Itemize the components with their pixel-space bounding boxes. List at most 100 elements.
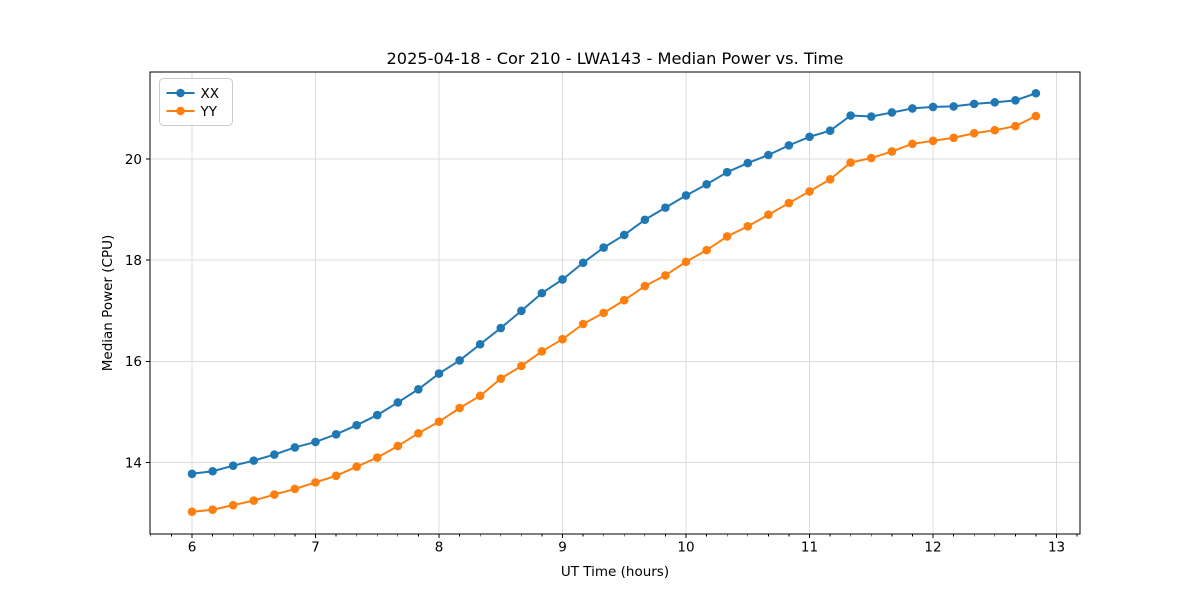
data-point: [372, 453, 382, 462]
data-series: [187, 88, 1041, 517]
data-point: [517, 306, 526, 316]
data-point: [928, 136, 938, 146]
y-tick-label: 20: [125, 152, 142, 168]
data-point: [805, 187, 814, 196]
x-tick-label: 13: [1048, 540, 1065, 556]
data-point: [681, 191, 691, 200]
data-point: [393, 441, 403, 451]
data-point: [784, 198, 794, 208]
y-tick-label: 14: [125, 455, 142, 471]
data-point: [702, 245, 711, 255]
data-point: [661, 203, 670, 212]
y-tick-label: 16: [125, 354, 142, 370]
data-point: [187, 507, 197, 517]
data-point: [290, 443, 300, 452]
data-point: [619, 230, 629, 240]
data-point: [825, 126, 835, 135]
legend-box: [159, 78, 233, 126]
x-tick-label: 10: [677, 540, 694, 556]
data-point: [990, 98, 1000, 107]
legend: XX YY: [159, 78, 233, 126]
data-point: [722, 167, 732, 177]
data-point: [558, 334, 567, 344]
data-point: [496, 374, 506, 383]
data-point: [455, 403, 464, 413]
data-point: [414, 429, 423, 438]
series-line: [190, 115, 1037, 513]
axis-ticks: [146, 158, 1078, 538]
plot-frame: [149, 71, 1081, 535]
data-point: [393, 398, 403, 407]
data-point: [496, 323, 506, 333]
data-point: [208, 466, 217, 476]
data-point: [949, 133, 958, 143]
legend-label: XX: [201, 86, 220, 102]
data-point: [1031, 111, 1041, 121]
data-point: [846, 158, 855, 167]
data-point: [599, 308, 608, 318]
data-point: [640, 281, 650, 291]
x-axis-label: UT Time (hours): [561, 564, 669, 580]
data-point: [1011, 96, 1020, 105]
data-point: [599, 243, 608, 252]
data-point: [743, 158, 753, 168]
data-point: [434, 417, 444, 426]
data-point: [969, 128, 979, 138]
data-point: [311, 478, 320, 487]
data-point: [311, 437, 320, 447]
tick-labels: 6 7 8 9 10 11 12 13 14 16 18 20: [125, 152, 1065, 556]
data-point: [475, 339, 485, 349]
data-point: [743, 222, 753, 231]
data-point: [764, 210, 773, 219]
series-yy: [187, 111, 1041, 517]
data-point: [537, 288, 547, 298]
data-point: [764, 150, 773, 160]
x-tick-label: 9: [558, 540, 567, 556]
data-point: [187, 469, 197, 479]
data-point: [475, 391, 485, 401]
data-point: [805, 132, 814, 142]
data-point: [722, 232, 732, 241]
data-point: [1011, 121, 1020, 131]
x-tick-label: 12: [924, 540, 941, 556]
data-point: [270, 450, 279, 459]
data-point: [414, 384, 423, 394]
data-point: [331, 471, 341, 481]
data-point: [228, 500, 238, 510]
data-point: [784, 141, 794, 150]
data-point: [352, 462, 361, 471]
data-point: [331, 430, 341, 439]
data-point: [640, 215, 650, 225]
x-tick-label: 8: [435, 540, 444, 556]
data-point: [249, 496, 259, 505]
data-point: [517, 361, 526, 371]
legend-label: YY: [200, 104, 218, 120]
data-point: [249, 456, 259, 465]
gridlines: [150, 72, 1080, 534]
data-point: [619, 295, 629, 305]
data-point: [661, 271, 670, 280]
data-point: [866, 112, 876, 121]
data-point: [969, 99, 979, 109]
x-tick-label: 11: [801, 540, 818, 556]
legend-marker: [176, 88, 185, 98]
data-point: [887, 108, 897, 117]
data-point: [887, 147, 897, 156]
data-point: [702, 180, 711, 189]
data-point: [578, 319, 588, 329]
data-point: [372, 410, 382, 420]
data-point: [825, 174, 835, 184]
legend-marker: [176, 106, 185, 116]
series-xx: [187, 88, 1041, 479]
y-axis-label: Median Power (CPU): [100, 235, 116, 371]
data-point: [228, 461, 238, 470]
data-point: [681, 257, 691, 267]
data-point: [928, 102, 938, 112]
axes-frame: [149, 71, 1081, 535]
legend-entry-xx: XX: [166, 86, 220, 102]
data-point: [578, 258, 588, 268]
data-point: [558, 275, 567, 284]
data-point: [537, 347, 547, 356]
